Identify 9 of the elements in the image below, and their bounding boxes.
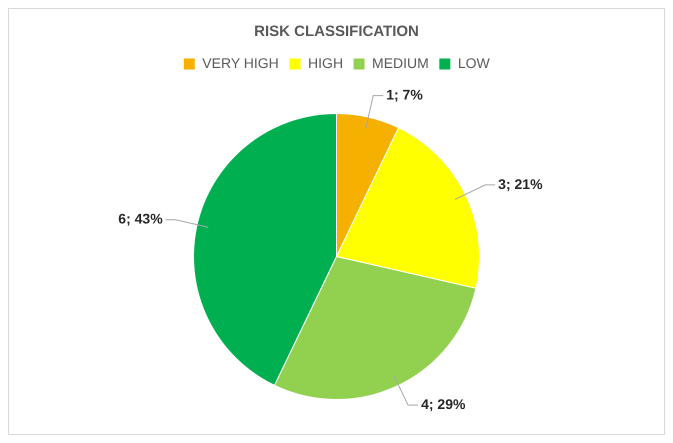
data-label: 4; 29% [421, 396, 466, 412]
data-label: 6; 43% [118, 210, 164, 227]
chart-title: RISK CLASSIFICATION [254, 23, 419, 40]
data-label: 3; 21% [498, 176, 544, 192]
legend-label: MEDIUM [372, 54, 429, 71]
legend-label: VERY HIGH [202, 54, 279, 71]
data-label: 1; 7% [386, 86, 424, 102]
legend-label: LOW [458, 54, 490, 71]
legend-label: HIGH [308, 54, 344, 71]
